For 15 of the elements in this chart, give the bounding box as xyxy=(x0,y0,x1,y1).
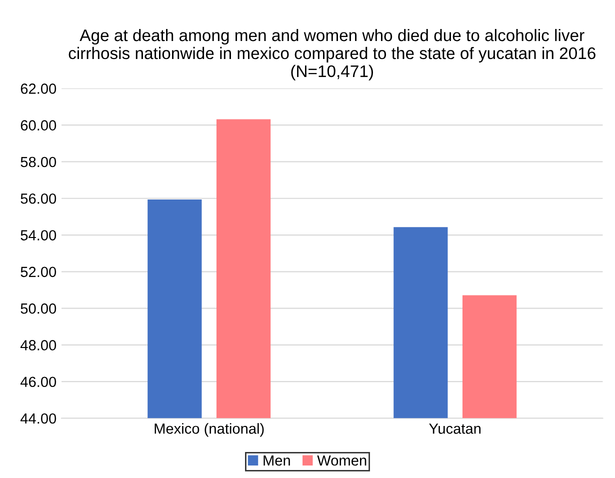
y-tick-label: 44.00 xyxy=(20,413,56,424)
legend-label: Women xyxy=(317,455,366,466)
y-tick-label: 48.00 xyxy=(20,340,56,350)
y-tick-label: 54.00 xyxy=(20,230,56,240)
x-tick-label: Yucatan xyxy=(429,424,481,434)
legend-label: Men xyxy=(264,455,290,466)
x-tick-label: Mexico (national) xyxy=(154,423,264,437)
y-tick-label: 56.00 xyxy=(20,193,56,204)
y-tick-label: 60.00 xyxy=(20,120,56,131)
y-tick-label: 52.00 xyxy=(20,266,56,278)
y-tick-label: 62.00 xyxy=(20,84,56,94)
y-tick-label: 58.00 xyxy=(20,156,56,168)
y-tick-label: 46.00 xyxy=(20,376,56,388)
chart-title: Age at death among men and women who died due to alcoholic liver cirrhosis nationwide in mexico compared to the state of yucatan in 2016 (N=10,471) xyxy=(68,28,596,80)
y-tick-label: 50.00 xyxy=(20,303,56,314)
